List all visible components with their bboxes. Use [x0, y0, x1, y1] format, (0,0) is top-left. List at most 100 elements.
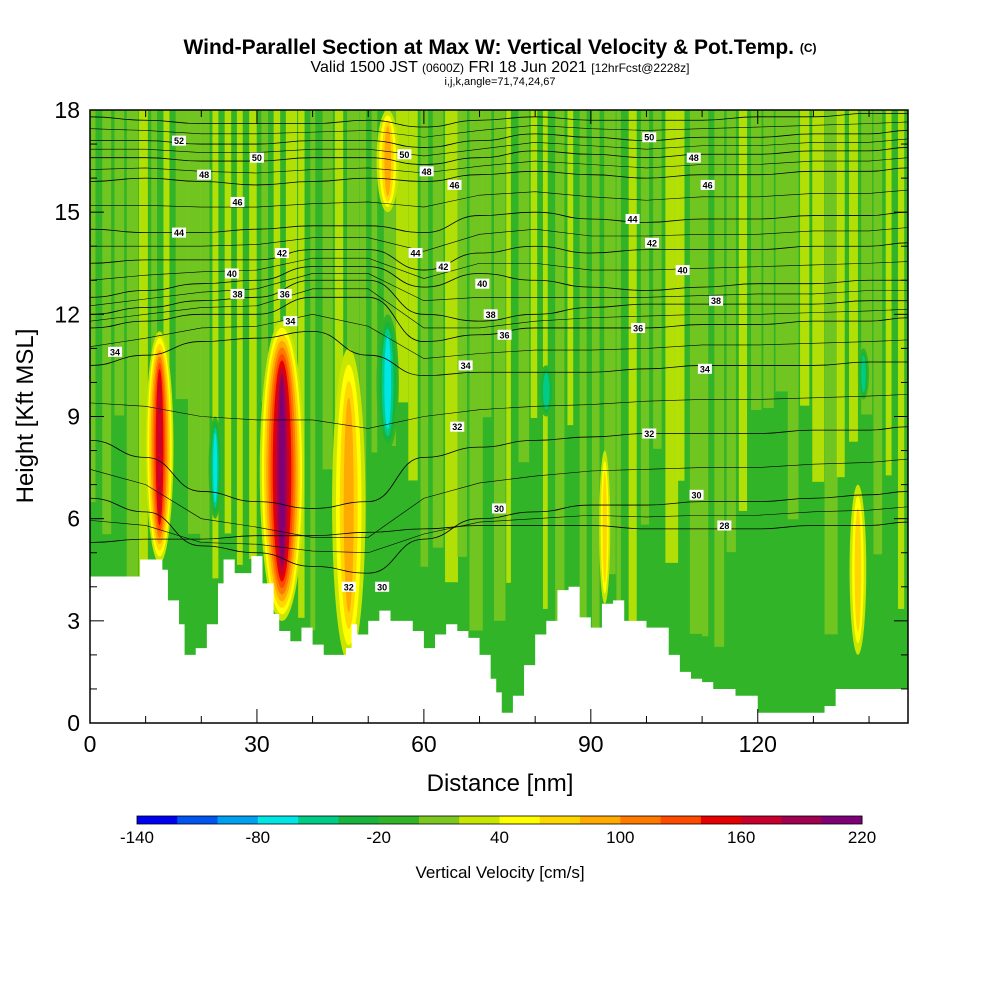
field-updraft-core	[849, 484, 867, 655]
isentrope-label: 34	[458, 360, 473, 371]
field-stripe	[604, 110, 616, 575]
colorbar-swatch	[539, 816, 581, 824]
isentrope-label: 44	[625, 213, 640, 224]
colorbar-frame	[136, 815, 863, 825]
field-stripe	[298, 110, 305, 618]
svg-text:40: 40	[678, 266, 688, 276]
field-stripe	[249, 110, 257, 560]
field-updraft-core	[259, 321, 305, 621]
field-stripe	[873, 110, 883, 555]
isentrope-label: 44	[408, 248, 423, 259]
isentrope-label: 50	[642, 132, 657, 143]
colorbar-tick-label: 160	[726, 828, 756, 847]
isentrope-minor	[90, 138, 908, 157]
isentrope-minor	[90, 227, 908, 252]
svg-text:44: 44	[174, 228, 184, 238]
isentrope-label: 44	[172, 227, 187, 238]
field-stripe	[175, 110, 189, 400]
colorbar-swatch	[821, 816, 863, 824]
isentrope-minor	[90, 314, 908, 359]
valid-time-utc: (0600Z)	[422, 61, 465, 75]
isentrope-label: 34	[108, 346, 123, 357]
isentrope-label: 42	[436, 261, 451, 272]
svg-text:46: 46	[703, 180, 713, 190]
isentrope-label: 38	[230, 288, 245, 299]
svg-text:30: 30	[692, 490, 702, 500]
isentrope-label: 40	[675, 265, 690, 276]
colorbar-swatch	[177, 816, 219, 824]
colorbar	[136, 815, 863, 825]
isentrope-label: 32	[642, 428, 657, 439]
colorbar-swatch	[298, 816, 339, 824]
field-contour-fill	[543, 372, 550, 410]
isentrope-28	[90, 521, 908, 543]
field-stripe	[775, 110, 788, 392]
isentrope-label: 28	[717, 520, 732, 531]
colorbar-swatch	[660, 816, 702, 824]
field-stripe	[396, 110, 409, 403]
field-stripe	[506, 110, 511, 583]
colorbar-swatch	[499, 816, 541, 824]
svg-text:32: 32	[644, 429, 654, 439]
field-stripe	[138, 110, 148, 635]
field-downdraft-core	[376, 314, 399, 451]
y-axis-label: Height [Kft MSL]	[12, 329, 39, 504]
field-stripe	[469, 110, 483, 631]
isentrope-52	[90, 113, 908, 128]
x-tick-label: 60	[411, 731, 437, 757]
field-stripe	[261, 110, 268, 403]
isentrope-label: 30	[689, 489, 704, 500]
isentrope-label: 42	[274, 248, 289, 259]
svg-text:42: 42	[277, 249, 287, 259]
field-stripe	[885, 110, 892, 476]
svg-text:36: 36	[633, 323, 643, 333]
colorbar-tick-label: -80	[245, 828, 271, 847]
field-stripe	[359, 110, 367, 536]
y-tick-label: 0	[67, 710, 80, 736]
svg-text:30: 30	[377, 582, 387, 592]
field-downdraft-core	[208, 416, 222, 519]
field-stripe	[800, 110, 810, 406]
svg-text:48: 48	[422, 167, 432, 177]
field-stripe	[542, 110, 548, 609]
colorbar-tick-label: -20	[366, 828, 391, 847]
isentrope-label: 34	[283, 316, 298, 327]
isentrope-label: 32	[450, 421, 465, 432]
isentrope-label: 46	[230, 196, 245, 207]
field-stripe	[126, 110, 139, 578]
field-contour-fill	[343, 397, 354, 613]
isentrope-minor	[90, 506, 908, 554]
valid-date: FRI 18 Jun 2021	[468, 59, 587, 76]
field-stripe	[738, 110, 748, 512]
isentrope-label: 36	[497, 329, 512, 340]
isentrope-label: 36	[631, 322, 646, 333]
isentrope-label: 40	[475, 278, 490, 289]
y-tick-label: 6	[67, 506, 80, 532]
isentrope-label: 46	[700, 179, 715, 190]
svg-text:46: 46	[449, 180, 459, 190]
field-stripe	[787, 110, 799, 520]
isentrope-46	[90, 167, 908, 186]
svg-text:42: 42	[647, 238, 657, 248]
field-stripe	[530, 110, 538, 418]
field-downdraft-core	[857, 348, 870, 400]
svg-text:44: 44	[628, 214, 638, 224]
svg-text:28: 28	[719, 521, 729, 531]
field-stripe	[591, 110, 600, 638]
field-stripe	[616, 110, 621, 611]
svg-text:36: 36	[500, 330, 510, 340]
colorbar-swatch	[418, 816, 460, 824]
isentrope-label: 50	[397, 149, 412, 160]
isentrope-minor	[90, 189, 908, 208]
svg-text:40: 40	[477, 279, 487, 289]
chart-title-block: Wind-Parallel Section at Max W: Vertical…	[0, 36, 1000, 88]
field-stripe	[677, 110, 685, 481]
isentrope-48	[90, 147, 908, 165]
svg-text:38: 38	[486, 310, 496, 320]
field-contour-fill	[854, 507, 862, 632]
field-stripe	[310, 110, 316, 631]
field-stripe	[273, 110, 281, 527]
x-tick-label: 30	[244, 731, 270, 757]
field-stripe	[322, 110, 333, 470]
isentrope-label: 52	[172, 135, 187, 146]
